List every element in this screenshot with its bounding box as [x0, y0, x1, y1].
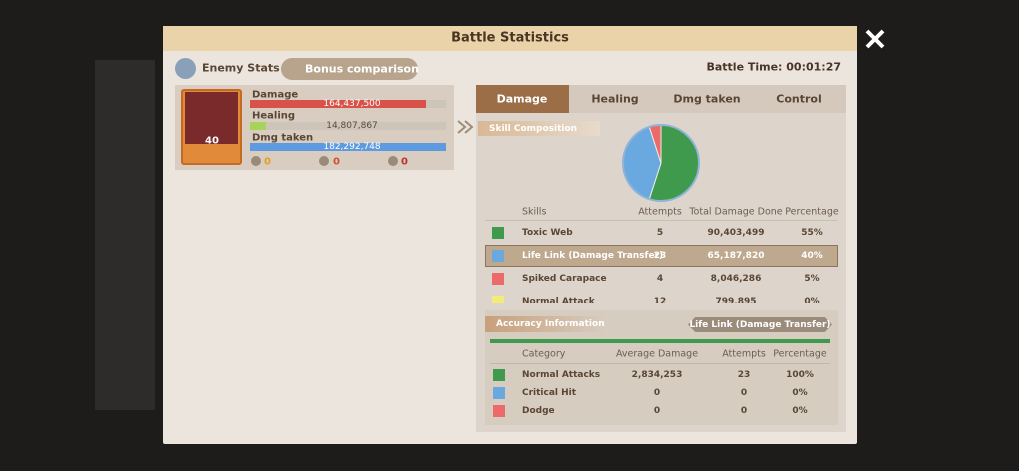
percentage: 0% [792, 406, 808, 416]
attempts: 23 [653, 251, 667, 261]
tab[interactable]: Damage [496, 92, 548, 106]
percentage: 5% [804, 274, 820, 284]
dmg-taken-bar [250, 143, 446, 151]
tab[interactable]: Control [776, 92, 822, 106]
column-header: Category [522, 348, 566, 360]
counter-icon [388, 156, 398, 166]
section-title: Accuracy Information [496, 319, 605, 329]
divider [485, 220, 837, 221]
attempts: 0 [740, 406, 748, 416]
category-name: Critical Hit [522, 388, 577, 398]
column-header: Skills [522, 206, 547, 218]
percentage: 0% [792, 388, 808, 398]
column-header: Total Damage Done [689, 206, 783, 218]
counter: 0 [264, 156, 271, 168]
column-header: Percentage [773, 348, 827, 360]
counter-icon [319, 156, 329, 166]
tab[interactable]: Dmg taken [673, 92, 741, 106]
category-name: Normal Attacks [522, 370, 601, 380]
hero-level: 40 [205, 135, 219, 147]
attempts: 12 [653, 297, 667, 303]
battle-time: Battle Time: 00:01:27 [706, 60, 841, 74]
tab[interactable]: Healing [591, 92, 639, 106]
active-tab[interactable] [476, 85, 569, 113]
section-band [485, 316, 605, 332]
close-button[interactable] [864, 28, 886, 50]
pie-chart [622, 124, 700, 202]
attempts: 0 [740, 388, 748, 398]
column-header: Average Damage [615, 348, 699, 360]
stat-label: Dmg taken [252, 132, 314, 144]
panel-header [163, 26, 857, 51]
section-title: Skill Composition [489, 124, 578, 134]
average-damage: 0 [653, 388, 661, 398]
hero-image [185, 92, 238, 144]
stat-label: Damage [252, 89, 299, 101]
counter-icon [251, 156, 261, 166]
attempts: 23 [737, 370, 751, 380]
counter: 0 [401, 156, 408, 168]
selected-skill: Life Link (Damage Transfer) [689, 320, 831, 330]
skill-color [492, 250, 504, 262]
skill-name: Spiked Carapace [522, 274, 607, 284]
healing-bar [250, 122, 266, 130]
selected-skill-pill[interactable] [688, 317, 832, 332]
damage: 8,046,286 [710, 274, 762, 284]
backdrop-sidebar [95, 60, 155, 410]
stat-label: Healing [252, 110, 296, 122]
category-color [493, 369, 505, 381]
pie-border [622, 124, 700, 202]
column-header: Percentage [785, 206, 839, 218]
average-damage: 0 [653, 406, 661, 416]
damage-bar [250, 100, 426, 108]
damage: 90,403,499 [707, 228, 765, 238]
category-name: Dodge [522, 406, 555, 416]
percentage: 0% [804, 297, 820, 303]
skill-color [492, 296, 504, 303]
percentage: 55% [801, 228, 823, 238]
column-header: Attempts [638, 206, 682, 218]
column-header: Attempts [722, 348, 766, 360]
bonus-comparison[interactable]: Bonus comparison [305, 62, 419, 76]
skill-color [492, 273, 504, 285]
skill-name: Toxic Web [522, 228, 573, 238]
stat-value: 14,807,867 [326, 121, 378, 131]
attempts: 4 [656, 274, 664, 284]
attempts: 5 [656, 228, 664, 238]
divider [490, 363, 830, 364]
enemy-stats[interactable]: Enemy Stats [202, 61, 280, 75]
skill-name: Life Link (Damage Transfer) [522, 251, 664, 261]
arrow [457, 120, 474, 134]
accuracy-table: Category Average Damage Attempts Percentage… [485, 340, 838, 425]
enemy-stats-icon[interactable] [175, 58, 196, 79]
stat-value: 164,437,500 [323, 99, 381, 109]
bonus-comparison-button[interactable] [281, 58, 418, 80]
damage: 65,187,820 [707, 251, 765, 261]
panel-title: Battle Statistics [451, 30, 569, 46]
skills-table: Skills Attempts Total Damage Done Percentag… [476, 200, 846, 303]
category-color [493, 405, 505, 417]
average-damage: 2,834,253 [631, 370, 683, 380]
counter: 0 [333, 156, 340, 168]
skill-color [492, 227, 504, 239]
category-color [493, 387, 505, 399]
percentage: 100% [786, 370, 814, 380]
stat-track [250, 122, 446, 130]
selected-row[interactable] [485, 245, 838, 267]
section-band [478, 121, 600, 136]
accuracy-bar [490, 339, 830, 343]
stat-value: 182,292,748 [323, 142, 381, 152]
damage: 799,895 [715, 297, 757, 303]
percentage: 40% [801, 251, 823, 261]
skill-name: Normal Attack [522, 297, 595, 303]
